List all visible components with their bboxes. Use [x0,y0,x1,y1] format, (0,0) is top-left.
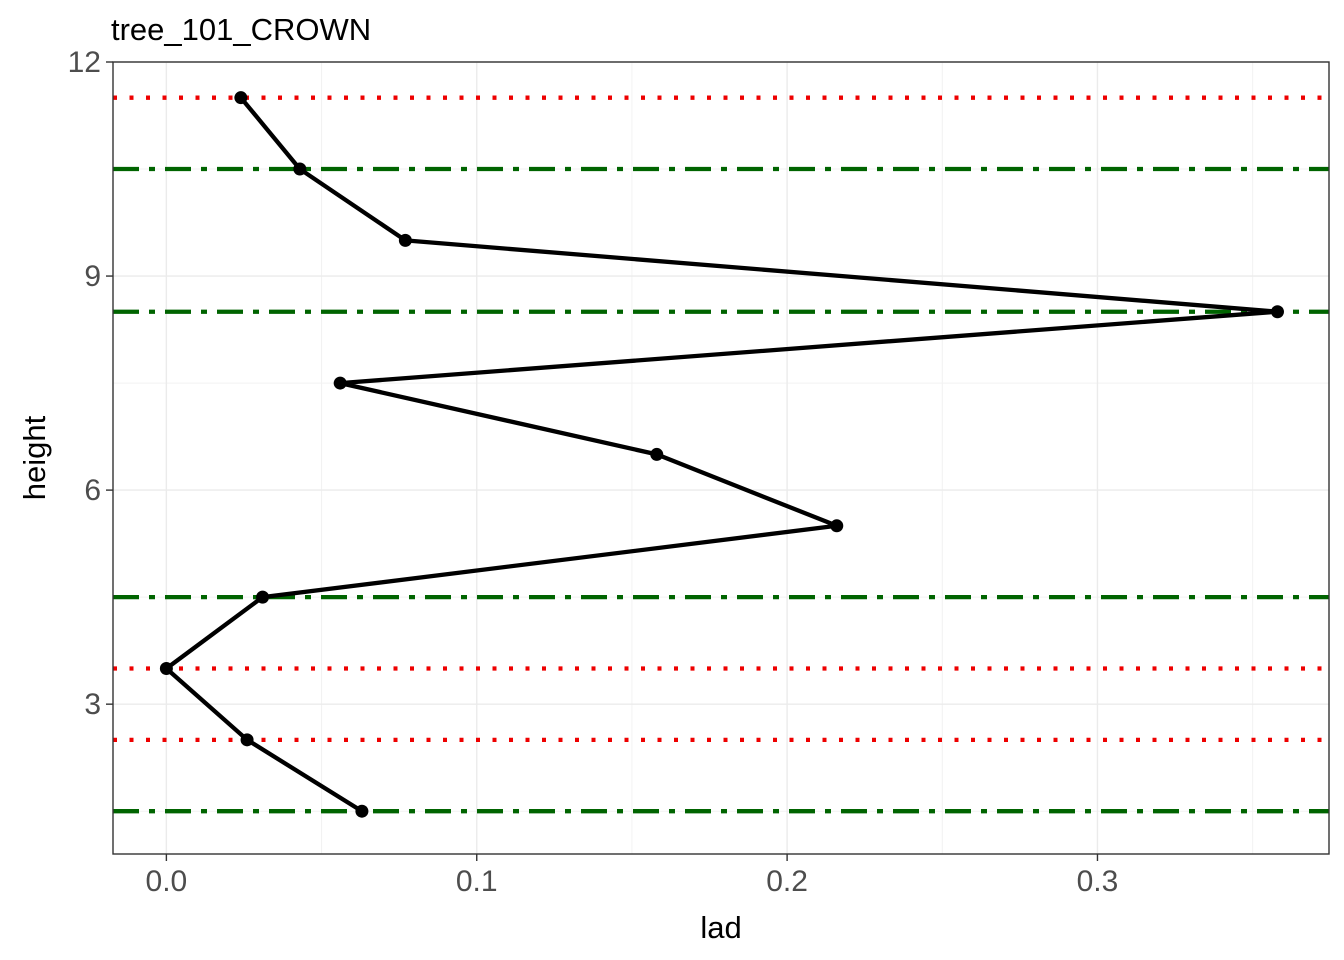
data-point-9 [293,162,307,176]
grid-major [113,61,1329,854]
data-point-7 [1270,305,1284,319]
y-tick-label-0: 3 [84,688,101,721]
data-point-8 [398,233,412,247]
y-tick-label-1: 6 [84,474,101,507]
data-point-10 [234,91,248,105]
y-axis: 3 6 9 12 [68,46,113,721]
data-point-6 [333,376,347,390]
data-point-5 [650,447,664,461]
data-point-3 [256,590,270,604]
series-layer [159,91,1284,818]
x-tick-label-1: 0.1 [456,865,498,898]
x-tick-label-3: 0.3 [1077,865,1119,898]
chart-title: tree_101_CROWN [111,12,371,47]
x-axis-title: lad [700,910,741,945]
data-point-1 [240,733,254,747]
data-point-4 [830,519,844,533]
data-point-0 [355,804,369,818]
data-point-2 [159,661,173,675]
x-axis: 0.0 0.1 0.2 0.3 [146,854,1119,898]
y-axis-title: height [17,415,52,500]
panel-border [112,61,1330,855]
x-tick-label-2: 0.2 [766,865,808,898]
y-tick-label-2: 9 [84,260,101,293]
reference-lines [113,95,1329,814]
x-tick-label-0: 0.0 [146,865,188,898]
y-tick-label-3: 12 [68,46,101,79]
